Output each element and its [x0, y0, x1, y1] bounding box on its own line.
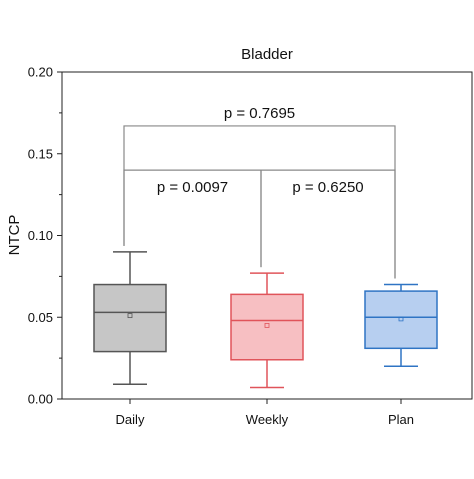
y-tick-label: 0.05 [28, 310, 53, 325]
x-tick-label: Plan [388, 412, 414, 427]
x-tick-label: Daily [116, 412, 145, 427]
significance-brackets: p = 0.0097 p = 0.6250 p = 0.7695 [123, 105, 396, 279]
mean-marker [264, 323, 270, 328]
p-value-label: p = 0.7695 [224, 105, 295, 122]
box-plan [364, 283, 438, 368]
bracket: p = 0.6250 [260, 169, 396, 279]
iqr-box [364, 290, 438, 350]
y-tick-label: 0.20 [28, 65, 53, 80]
p-value-label: p = 0.6250 [292, 179, 363, 196]
mean-marker [398, 316, 404, 322]
x-tick-label: Weekly [246, 412, 289, 427]
p-value-label: p = 0.0097 [157, 179, 228, 196]
bracket-line [123, 125, 396, 279]
mean-marker [127, 313, 133, 319]
bracket: p = 0.7695 [123, 105, 396, 279]
y-axis-ticks: 0.00 0.05 0.10 0.15 0.20 [28, 65, 62, 407]
y-tick-label: 0.00 [28, 392, 53, 407]
box-weekly [230, 272, 304, 389]
x-axis-ticks: Daily Weekly Plan [116, 399, 414, 427]
y-axis-label: NTCP [6, 215, 23, 256]
y-tick-label: 0.10 [28, 228, 53, 243]
box-daily [93, 251, 167, 386]
box-series [93, 251, 438, 389]
chart-title: Bladder [241, 46, 293, 63]
iqr-box [93, 283, 167, 353]
y-tick-label: 0.15 [28, 146, 53, 161]
